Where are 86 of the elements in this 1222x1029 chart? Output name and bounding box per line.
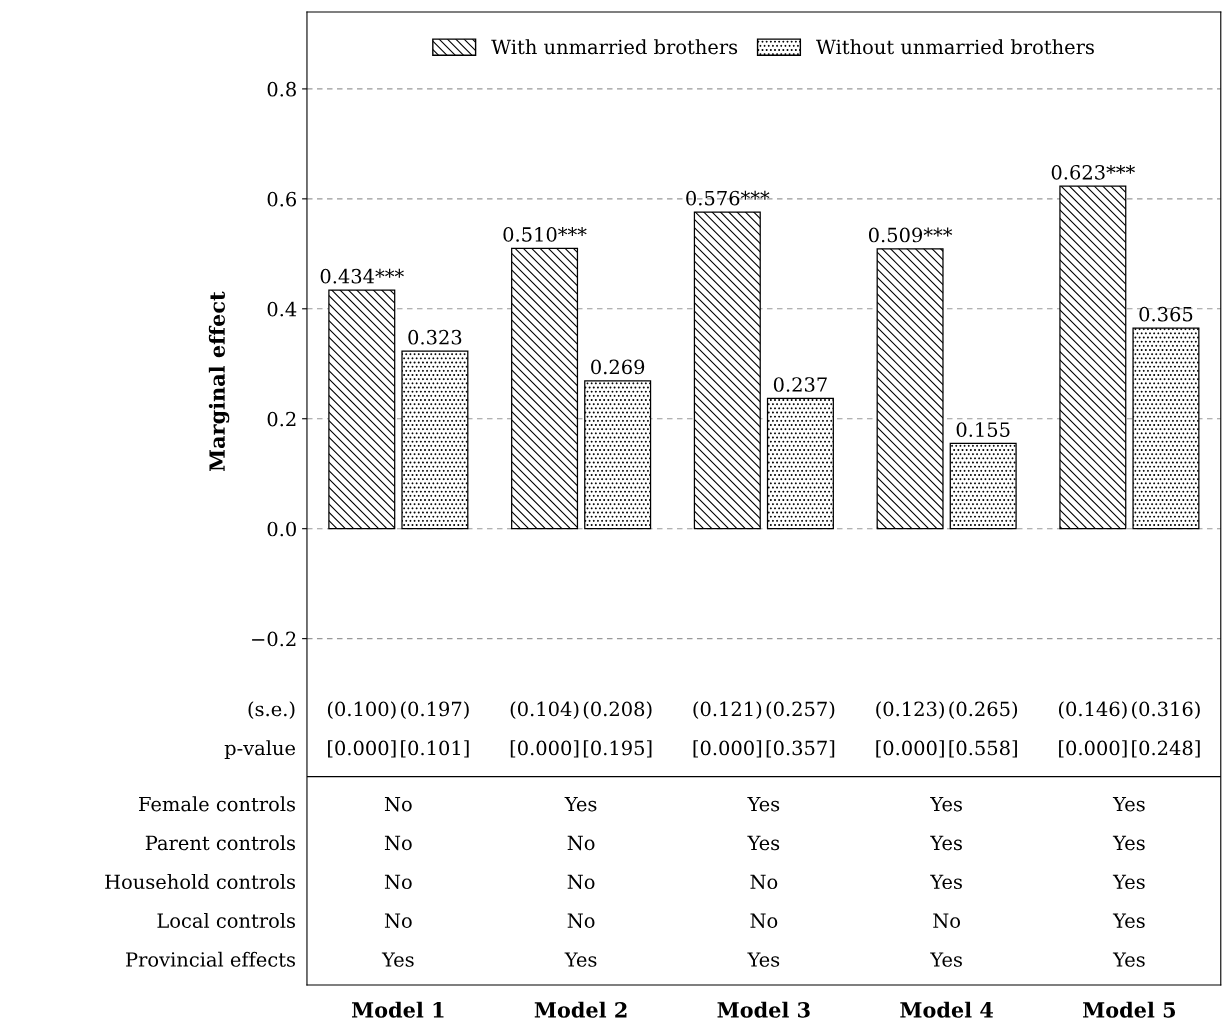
annotation: Yes <box>1112 952 1145 967</box>
annotation: (0.104) <box>510 701 579 720</box>
text: Parent controls <box>145 835 296 851</box>
annotation: Yes <box>930 835 962 851</box>
annotation: Yes <box>930 874 962 890</box>
y-tick-label: 0.8 <box>267 81 296 97</box>
annotation: (0.123) <box>876 701 944 720</box>
annotation: [0.558] <box>949 740 1017 758</box>
bar <box>511 247 579 530</box>
bar <box>328 289 396 530</box>
annotation: [0.000] <box>328 740 396 758</box>
annotation: No <box>567 874 595 890</box>
annotation: Yes <box>1112 796 1145 812</box>
annotation: [0.195] <box>583 740 652 758</box>
text: (s.e.) <box>248 701 295 720</box>
annotation: Yes <box>930 952 962 967</box>
annotation: (0.100) <box>327 701 396 720</box>
annotation: [0.248] <box>1132 740 1200 758</box>
annotation: (0.265) <box>949 701 1018 720</box>
bar <box>949 442 1017 530</box>
annotation: No <box>567 835 595 851</box>
annotation: No <box>750 913 778 928</box>
data-label: 0.155 <box>956 422 1010 437</box>
annotation: Yes <box>1112 835 1145 851</box>
annotation: No <box>384 796 412 812</box>
bar <box>876 248 944 530</box>
annotation: (0.316) <box>1132 701 1200 720</box>
bar <box>401 350 469 530</box>
annotation: [0.000] <box>876 740 944 758</box>
annotation: Yes <box>747 835 780 851</box>
text: Female controls <box>139 796 295 812</box>
annotation: No <box>567 913 595 928</box>
bar <box>584 380 652 530</box>
data-label: 0.576*** <box>686 190 770 206</box>
data-label: 0.323 <box>408 329 462 345</box>
annotation: [0.357] <box>766 740 835 758</box>
annotation: [0.000] <box>510 740 579 758</box>
annotation: Yes <box>564 952 597 967</box>
y-tick-label: 0.2 <box>267 411 296 427</box>
data-label: 0.237 <box>773 377 827 392</box>
bar <box>1059 185 1127 530</box>
annotation: Yes <box>930 796 962 812</box>
y-tick-label: 0.0 <box>267 521 296 537</box>
annotation: Yes <box>747 952 780 967</box>
legend-label: Without unmarried brothers <box>816 39 1094 55</box>
data-label: 0.365 <box>1139 306 1193 322</box>
y-tick-label: 0.4 <box>267 301 297 317</box>
legend-label: With unmarried brothers <box>491 39 738 55</box>
bar <box>1132 327 1200 530</box>
y-tick-label: 0.6 <box>267 191 297 207</box>
annotation: Yes <box>381 952 414 967</box>
x-tick-label: Model 3 <box>717 1001 810 1018</box>
annotation: No <box>384 874 412 890</box>
data-label: 0.509*** <box>868 227 953 243</box>
annotation: (0.146) <box>1058 701 1127 720</box>
y-axis-title: Marginal effect <box>208 291 230 472</box>
annotation: Yes <box>564 796 597 812</box>
data-label: 0.623*** <box>1051 164 1135 180</box>
data-label: 0.434*** <box>320 268 404 284</box>
text: p-value <box>224 740 296 760</box>
annotation: No <box>750 874 778 890</box>
annotation: [0.000] <box>1059 740 1127 758</box>
annotation: No <box>933 913 961 928</box>
bar <box>766 397 834 530</box>
annotation: No <box>384 835 412 851</box>
text: Provincial effects <box>126 951 295 967</box>
annotation: (0.197) <box>401 701 469 720</box>
x-tick-label: Model 4 <box>900 1001 993 1018</box>
x-tick-label: Model 1 <box>352 1001 444 1018</box>
annotation: (0.121) <box>693 701 762 720</box>
y-tick-label: −0.2 <box>252 631 296 647</box>
x-tick-label: Model 2 <box>534 1001 627 1018</box>
x-tick-label: Model 5 <box>1083 1001 1176 1018</box>
text: Household controls <box>105 874 296 890</box>
annotation: (0.257) <box>766 701 835 720</box>
data-label: 0.269 <box>591 359 645 375</box>
annotation: [0.000] <box>693 740 762 758</box>
data-label: 0.510*** <box>503 227 587 242</box>
annotation: No <box>384 913 412 928</box>
annotation: Yes <box>747 796 780 812</box>
text: Local controls <box>157 912 296 928</box>
annotation: Yes <box>1112 913 1145 928</box>
annotation: [0.101] <box>401 740 469 758</box>
bar <box>693 211 761 530</box>
annotation: Yes <box>1112 874 1145 890</box>
annotation: (0.208) <box>583 701 652 720</box>
